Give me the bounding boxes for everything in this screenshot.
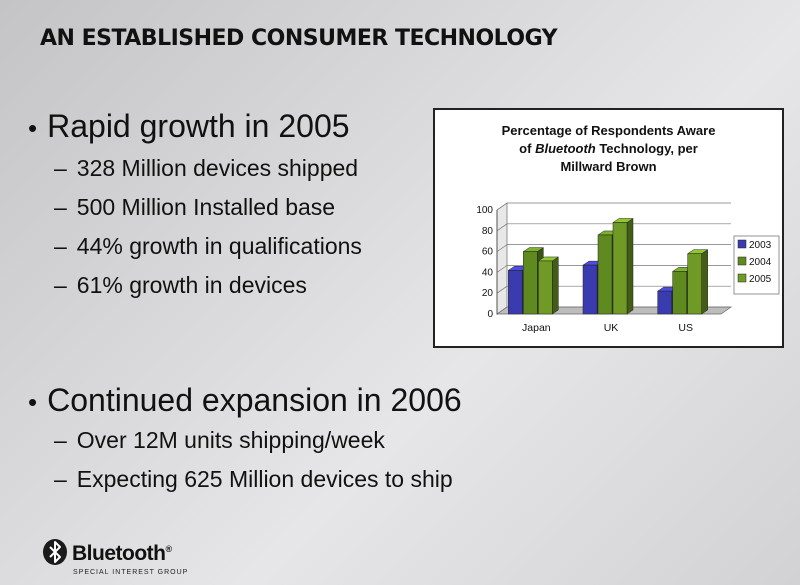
bullet-2-text: Continued expansion in 2006	[47, 382, 462, 418]
dash: –	[54, 155, 67, 181]
chart-title-emphasis: Bluetooth	[535, 141, 596, 156]
x-tick-label: Japan	[522, 322, 551, 334]
legend-label: 2004	[749, 257, 772, 268]
dash: –	[54, 194, 67, 220]
gridline-edge	[496, 244, 508, 252]
chart-title-line: of Bluetooth Technology, per	[519, 141, 698, 156]
bullet-2: • Continued expansion in 2006	[28, 382, 462, 419]
sub-bullet-text: Over 12M units shipping/week	[76, 427, 385, 453]
logo-wordmark: Bluetooth®	[72, 542, 172, 565]
y-tick-label: 0	[487, 309, 493, 320]
gridline-edge	[496, 223, 508, 232]
legend-swatch	[737, 256, 747, 266]
sub-bullet: –500 Million Installed base	[54, 194, 335, 221]
bullet-dot: •	[28, 113, 38, 143]
gridline-edge	[496, 202, 508, 211]
y-tick-label: 40	[482, 267, 494, 278]
sub-bullet: –328 Million devices shipped	[54, 155, 358, 182]
logo-subtitle: SPECIAL INTEREST GROUP	[73, 569, 189, 576]
dash: –	[54, 272, 67, 298]
y-tick-label: 80	[482, 226, 494, 237]
chart-title: Percentage of Respondents Aware of Bluet…	[435, 122, 782, 176]
sub-bullet: – Over 12M units shipping/week	[54, 427, 385, 454]
dash: –	[54, 427, 67, 453]
awareness-chart: Percentage of Respondents Aware of Bluet…	[433, 108, 784, 348]
chart-title-line: Percentage of Respondents Aware	[501, 123, 716, 138]
bar-2005-Japan	[538, 260, 553, 315]
bar-side	[626, 218, 634, 315]
sub-bullet: –61% growth in devices	[54, 272, 307, 299]
bar-2004-US	[672, 271, 687, 315]
chart-title-line: Millward Brown	[560, 159, 657, 174]
x-tick-label: UK	[604, 322, 619, 334]
gridline-edge	[496, 265, 508, 273]
x-tick-label: US	[678, 322, 693, 334]
sub-bullet: –44% growth in qualifications	[54, 233, 362, 260]
bullet-1-text: Rapid growth in 2005	[47, 108, 350, 144]
gridline-edge	[496, 306, 508, 315]
sub-bullet: – Expecting 625 Million devices to ship	[54, 466, 453, 493]
bar-2005-UK	[612, 222, 628, 315]
dash: –	[54, 233, 67, 259]
legend-label: 2003	[749, 240, 772, 251]
legend-swatch	[737, 239, 747, 249]
y-tick-label: 100	[476, 205, 493, 216]
chart-side-wall	[496, 202, 508, 315]
sub-bullet-text: 328 Million devices shipped	[76, 155, 359, 181]
dash: –	[54, 466, 67, 492]
bar-2004-UK	[597, 234, 613, 315]
legend-label: 2005	[749, 274, 772, 285]
bullet-dot: •	[28, 387, 38, 417]
bar-2003-UK	[582, 264, 598, 315]
bluetooth-logo: Bluetooth® SPECIAL INTEREST GROUP	[42, 538, 187, 576]
y-tick-label: 20	[482, 288, 494, 299]
sub-bullet-text: 500 Million Installed base	[76, 194, 336, 220]
chart-plot: 0 20 40 60 80 100 Japan UK US 2003 2004 2005	[476, 202, 780, 334]
gridline-edge	[496, 285, 508, 294]
bar-2004-Japan	[523, 251, 538, 315]
legend-swatch	[737, 273, 747, 283]
bar-2005-US	[687, 253, 702, 315]
sub-bullet-text: 61% growth in devices	[76, 272, 307, 298]
bar-2003-US	[657, 290, 672, 315]
bar-2003-Japan	[508, 270, 523, 315]
y-tick-label: 60	[482, 247, 494, 258]
bluetooth-rune-icon	[43, 539, 67, 565]
sub-bullet-text: Expecting 625 Million devices to ship	[76, 466, 453, 492]
bar-side	[552, 256, 559, 315]
slide-title: AN ESTABLISHED CONSUMER TECHNOLOGY	[40, 26, 558, 51]
bullet-1: • Rapid growth in 2005	[28, 108, 350, 145]
sub-bullet-text: 44% growth in qualifications	[76, 233, 362, 259]
bar-side	[701, 249, 708, 315]
